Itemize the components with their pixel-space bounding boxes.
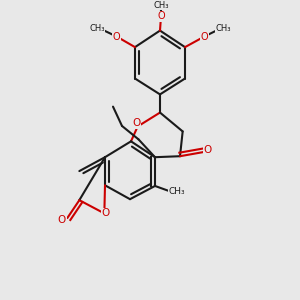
Text: CH₃: CH₃ [216, 24, 231, 33]
Text: O: O [203, 146, 212, 155]
Text: O: O [58, 214, 66, 224]
Text: CH₃: CH₃ [169, 188, 185, 196]
Text: O: O [200, 32, 208, 41]
Text: O: O [157, 11, 165, 21]
Text: O: O [113, 32, 121, 41]
Text: CH₃: CH₃ [153, 1, 169, 10]
Text: O: O [101, 208, 110, 218]
Text: CH₃: CH₃ [89, 24, 105, 33]
Text: O: O [132, 118, 140, 128]
